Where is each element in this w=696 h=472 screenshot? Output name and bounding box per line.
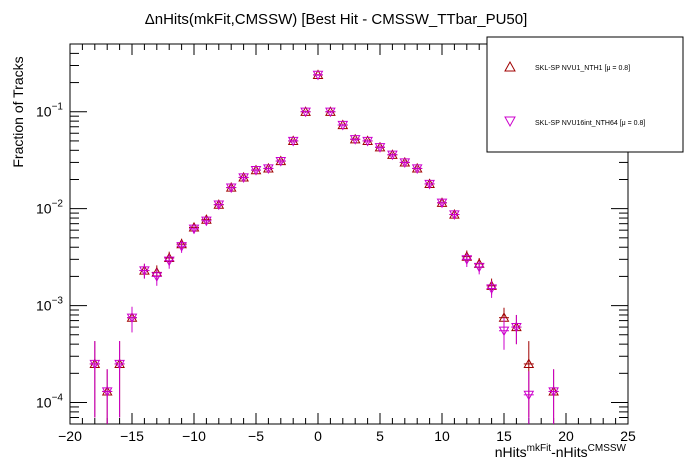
data-point-triangle-down xyxy=(424,179,435,190)
x-axis-label-sup: mkFit xyxy=(527,443,552,454)
y-tick-label: 10−1 xyxy=(36,102,63,120)
x-axis-label: nHitsmkFit-nHitsCMSSW xyxy=(495,443,627,460)
x-tick-label: 0 xyxy=(314,428,322,444)
y-axis-label: Fraction of Tracks xyxy=(10,56,26,167)
data-point-triangle-down xyxy=(201,216,212,227)
data-point-triangle-down xyxy=(486,284,497,295)
data-point-triangle-down xyxy=(461,255,473,265)
chart-title: ΔnHits(mkFit,CMSSW) [Best Hit - CMSSW_TT… xyxy=(145,11,528,28)
data-points xyxy=(89,69,559,424)
data-point-triangle-down xyxy=(312,70,324,81)
legend-entry-label: SKL-SP NVU16int_NTH64 [μ = 0.8] xyxy=(535,120,645,127)
data-point-triangle-down xyxy=(151,272,163,282)
data-point-triangle-down xyxy=(511,322,522,333)
data-point-triangle-down xyxy=(213,200,225,211)
data-point-triangle-down xyxy=(250,165,262,176)
x-tick-label: 25 xyxy=(620,428,636,444)
data-point-triangle-down xyxy=(89,359,101,370)
data-point-triangle-down xyxy=(287,136,299,147)
x-tick-label: −5 xyxy=(248,428,264,444)
data-point-triangle-down xyxy=(411,164,423,174)
legend-marker-triangle-up xyxy=(504,60,516,72)
legend-marker-triangle-down xyxy=(504,116,516,128)
data-point-triangle-down xyxy=(263,164,274,174)
y-tick-label-base: 10 xyxy=(36,394,52,410)
legend-box xyxy=(486,36,684,153)
data-point-triangle-down xyxy=(498,326,510,337)
data-point-triangle-down xyxy=(337,120,349,131)
x-axis-label-sup: CMSSW xyxy=(588,443,627,454)
y-tick-label-base: 10 xyxy=(36,201,52,217)
data-point-triangle-down xyxy=(176,242,187,252)
data-point-triangle-down xyxy=(548,387,559,397)
data-point-triangle-down xyxy=(387,150,398,161)
y-tick-label: 10−3 xyxy=(36,296,63,314)
data-point-triangle-down xyxy=(449,210,460,221)
legend-entry-label: SKL-SP NVU1_NTH1 [μ = 0.8] xyxy=(535,65,630,72)
data-point-triangle-up xyxy=(523,358,535,369)
y-tick-label: 10−2 xyxy=(36,199,63,217)
y-tick-label-exp: −1 xyxy=(52,102,64,113)
y-tick-label-exp: −2 xyxy=(52,199,64,210)
x-axis-label-part: nHits xyxy=(495,444,527,460)
y-tick-label: 10−4 xyxy=(36,392,63,410)
data-point-triangle-down xyxy=(225,183,237,194)
data-point-triangle-down xyxy=(101,387,113,397)
x-tick-label: −20 xyxy=(58,428,82,444)
data-point-triangle-down xyxy=(188,224,200,235)
data-point-triangle-down xyxy=(325,107,336,118)
y-tick-label-base: 10 xyxy=(36,298,52,314)
data-point-triangle-down xyxy=(300,107,311,118)
data-point-triangle-down xyxy=(473,262,485,273)
data-point-triangle-down xyxy=(126,313,138,324)
data-point-triangle-down xyxy=(436,198,448,209)
data-point-triangle-down xyxy=(238,173,249,183)
data-point-triangle-down xyxy=(362,136,373,147)
x-tick-label: −10 xyxy=(182,428,206,444)
data-point-triangle-down xyxy=(139,266,150,277)
data-point-triangle-down xyxy=(399,158,411,168)
data-point-triangle-down xyxy=(275,156,287,167)
x-tick-label: 5 xyxy=(376,428,384,444)
x-axis-label-part: -nHits xyxy=(551,444,588,460)
x-tick-label: 15 xyxy=(496,428,512,444)
x-axis: −20 −15 −10 −5 0 5 10 15 20 25 xyxy=(58,44,636,444)
y-tick-label-base: 10 xyxy=(36,104,52,120)
x-tick-label: 10 xyxy=(434,428,450,444)
y-tick-label-exp: −4 xyxy=(52,392,64,403)
legend: SKL-SP NVU1_NTH1 [μ = 0.8] SKL-SP NVU16i… xyxy=(486,36,684,153)
x-tick-label: 20 xyxy=(558,428,574,444)
y-tick-label-exp: −3 xyxy=(52,296,64,307)
data-point-triangle-down xyxy=(163,256,175,267)
data-point-triangle-down xyxy=(349,135,361,145)
x-tick-label: −15 xyxy=(120,428,144,444)
data-point-triangle-down xyxy=(374,143,386,153)
data-point-triangle-down xyxy=(114,359,125,370)
data-point-triangle-down xyxy=(523,390,535,401)
